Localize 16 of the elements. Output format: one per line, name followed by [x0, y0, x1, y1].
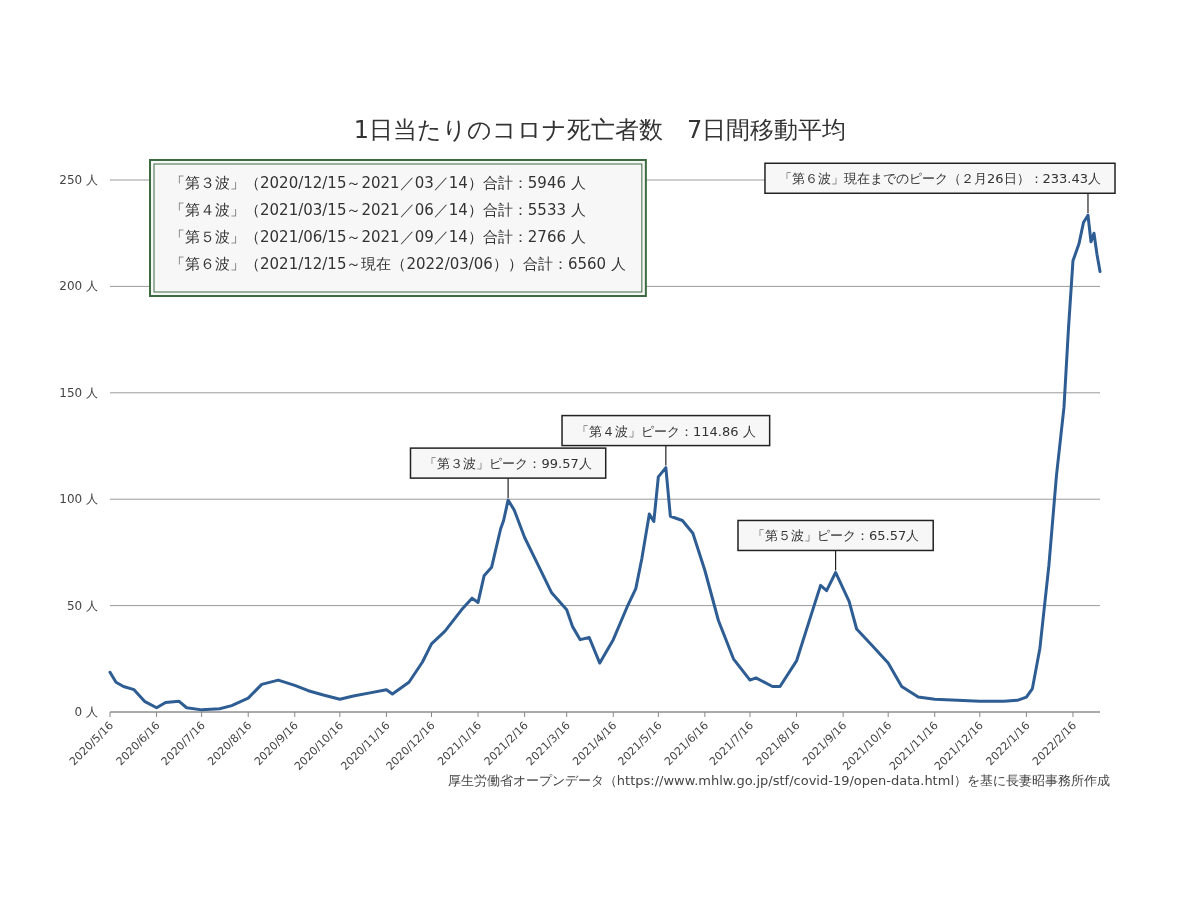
annotation: 「第４波」ピーク：114.86 人	[576, 423, 756, 439]
annotation: 「第６波」（2021/12/15～現在（2022/03/06））合計：6560 人	[170, 255, 626, 273]
annotation: 「第３波」ピーク：99.57人	[424, 456, 592, 472]
y-tick-label: 0 人	[74, 705, 98, 719]
annotation: 「第５波」（2021/06/15～2021／09／14）合計：2766 人	[170, 228, 586, 246]
y-tick-label: 150 人	[59, 385, 98, 400]
text: 厚生労働省オープンデータ（https://www.mhlw.go.jp/stf/covid-19/open-data.html）を基に長妻昭事務所作成	[447, 773, 1110, 788]
annotation: 「第４波」（2021/03/15～2021／06／14）合計：5533 人	[170, 201, 586, 219]
y-tick-label: 250 人	[59, 173, 98, 187]
chart-title: 1日当たりのコロナ死亡者数 7日間移動平均	[353, 116, 847, 144]
y-tick-label: 200 人	[59, 279, 98, 294]
annotation: 「第５波」ピーク：65.57人	[751, 528, 920, 544]
annotation: 「第６波」現在までのピーク（２月26日）：233.43人	[778, 171, 1101, 187]
y-tick-label: 100 人	[59, 492, 98, 507]
y-tick-label: 50 人	[66, 598, 98, 613]
annotation: 「第３波」（2020/12/15～2021／03／14）合計：5946 人	[170, 174, 586, 192]
